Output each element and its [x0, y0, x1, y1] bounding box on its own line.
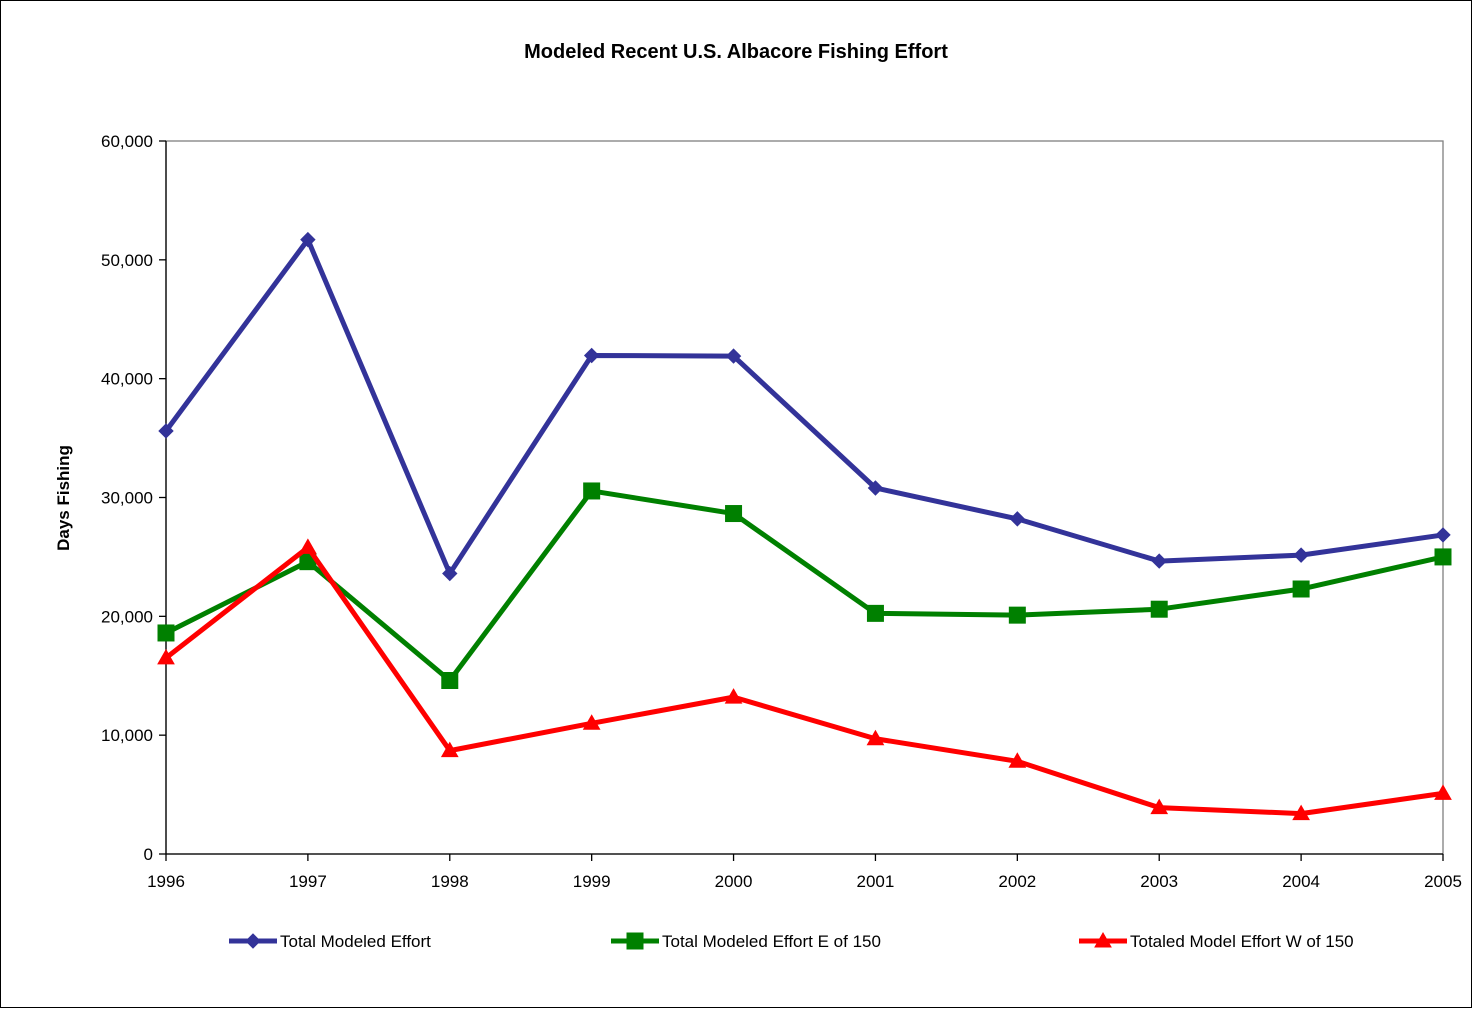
data-point [1292, 804, 1310, 821]
data-point [866, 729, 885, 746]
y-tick-label: 20,000 [101, 607, 153, 626]
series-line [164, 488, 1444, 684]
data-point [582, 714, 601, 730]
data-point [1008, 606, 1026, 624]
data-point [157, 624, 175, 642]
data-point [157, 648, 175, 665]
x-tick-label: 2001 [857, 872, 895, 891]
y-tick-label: 30,000 [101, 489, 153, 508]
legend-marker [626, 932, 644, 950]
data-point [1293, 547, 1309, 563]
y-tick-label: 10,000 [101, 726, 153, 745]
x-tick-label: 1999 [573, 872, 611, 891]
data-point [725, 505, 743, 523]
legend-label: Total Modeled Effort E of 150 [662, 932, 881, 951]
data-point [1435, 527, 1451, 543]
x-tick-label: 1998 [431, 872, 469, 891]
y-tick-label: 60,000 [101, 132, 153, 151]
y-tick-label: 0 [144, 845, 153, 864]
plot-area [165, 140, 1444, 855]
legend-label: Totaled Model Effort W of 150 [1130, 932, 1354, 951]
data-point [866, 604, 884, 622]
plot-border [165, 140, 1444, 855]
data-point [1434, 784, 1452, 800]
x-tick-label: 2002 [998, 872, 1036, 891]
legend: Total Modeled Effort Total Modeled Effort… [229, 931, 1354, 951]
data-point [442, 565, 458, 582]
x-axis: 1996 1997 1998 1999 2000 2001 2002 2003 2004 2005 [147, 853, 1462, 891]
data-point [725, 348, 742, 364]
data-point [440, 741, 459, 758]
data-point [583, 347, 600, 364]
data-point [300, 231, 316, 248]
y-tick-label: 40,000 [101, 370, 153, 389]
series-layer [157, 231, 1452, 821]
x-tick-label: 2004 [1282, 872, 1320, 891]
data-point [1150, 798, 1169, 815]
x-tick-label: 1997 [289, 872, 327, 891]
legend-item-3: Totaled Model Effort W of 150 [1079, 931, 1354, 951]
series-1 [158, 231, 1451, 582]
x-tick-label: 1996 [147, 872, 185, 891]
series-2 [157, 482, 1452, 690]
x-tick-label: 2003 [1140, 872, 1178, 891]
data-point [1434, 548, 1452, 566]
x-tick-label: 2000 [715, 872, 753, 891]
y-axis: 0 10,000 20,000 30,000 40,000 50,000 60,000 [101, 132, 167, 864]
data-point [299, 538, 317, 554]
legend-label: Total Modeled Effort [280, 932, 431, 951]
data-point [1008, 752, 1027, 768]
data-point [583, 482, 601, 500]
y-tick-label: 50,000 [101, 251, 153, 270]
series-line [163, 237, 1444, 577]
legend-item-2: Total Modeled Effort E of 150 [611, 932, 881, 951]
data-point [724, 688, 743, 704]
legend-item-1: Total Modeled Effort [229, 932, 431, 951]
legend-marker [245, 933, 261, 949]
data-point [867, 480, 884, 496]
data-point [1292, 580, 1310, 598]
data-point [1009, 511, 1026, 527]
data-point [1151, 553, 1167, 569]
chart-title: Modeled Recent U.S. Albacore Fishing Eff… [524, 41, 948, 63]
data-point [1150, 600, 1168, 618]
y-axis-label: Days Fishing [54, 445, 73, 551]
series-3 [157, 538, 1452, 821]
data-point [441, 672, 459, 690]
series-line [164, 544, 1444, 817]
data-point [158, 423, 174, 439]
legend-marker [1094, 931, 1112, 948]
x-tick-label: 2005 [1424, 872, 1462, 891]
